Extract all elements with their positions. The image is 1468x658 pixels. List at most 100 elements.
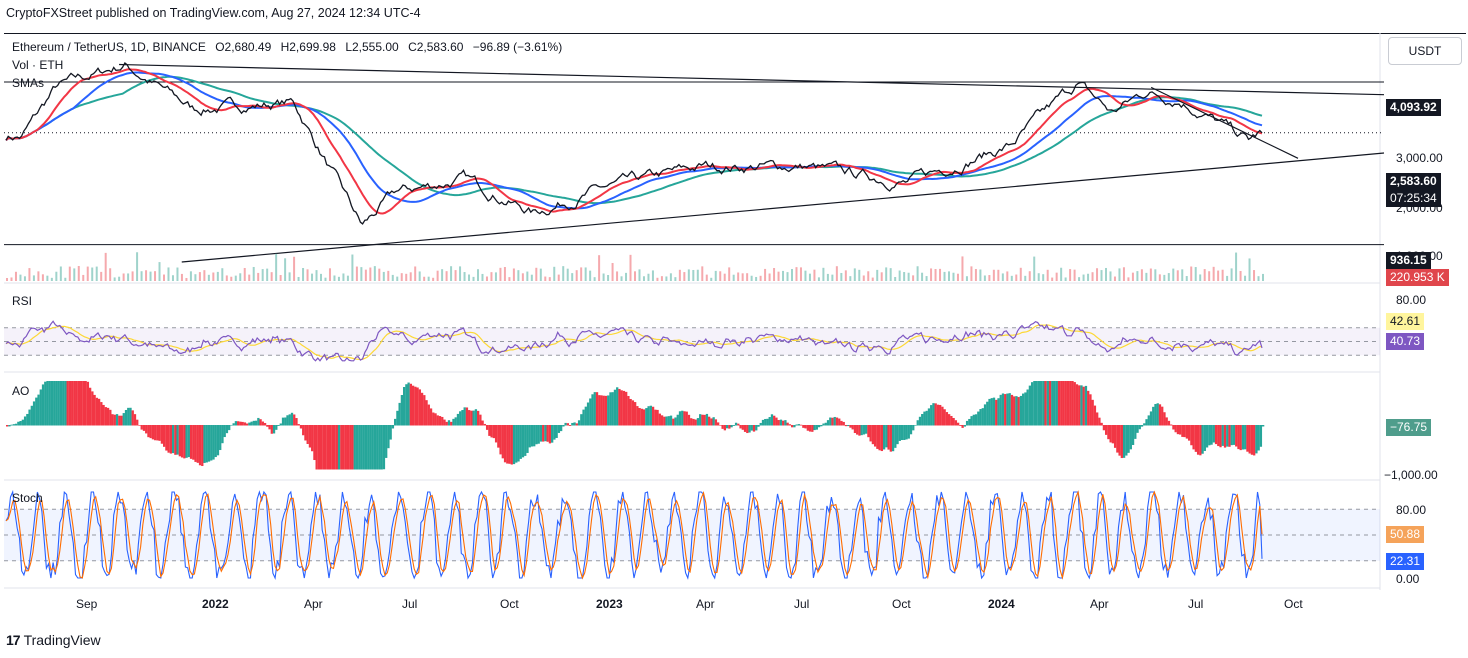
volume-bar <box>647 273 650 281</box>
ao-bar <box>692 418 695 426</box>
volume-bar <box>494 272 497 281</box>
volume-bar <box>346 275 349 281</box>
volume-bar <box>261 269 264 281</box>
volume-bar <box>320 273 322 281</box>
ao-bar <box>250 421 253 426</box>
volume-bar <box>104 252 107 281</box>
ao-bar <box>1230 425 1233 446</box>
time-label-apr-2023: Apr <box>696 597 715 611</box>
ao-bar <box>1017 397 1020 426</box>
ao-bar <box>1181 425 1184 437</box>
ao-bar <box>808 425 812 432</box>
ao-bar <box>912 425 915 431</box>
volume-bar <box>876 269 879 281</box>
ao-bar <box>584 406 587 426</box>
ao-bar <box>968 418 971 426</box>
ao-bar <box>1093 405 1097 426</box>
ao-bar <box>777 420 780 426</box>
ao-bar <box>974 414 978 426</box>
volume-bar <box>113 277 116 281</box>
ao-bar <box>468 410 471 426</box>
volume-bar <box>512 268 515 281</box>
ao-bar <box>873 425 877 447</box>
ao-bar <box>1194 425 1198 452</box>
ao-bar <box>1167 420 1171 426</box>
ao-bar <box>1205 425 1209 448</box>
ao-bar <box>782 420 785 426</box>
volume-bar <box>638 269 641 281</box>
rsi-label[interactable]: RSI <box>12 294 33 308</box>
ao-bar <box>604 395 608 426</box>
volume-bar <box>930 268 933 281</box>
ao-bar <box>306 425 309 444</box>
ao-bar <box>759 422 762 426</box>
ao-bar <box>1174 425 1177 433</box>
volume-bar <box>1199 274 1202 281</box>
ao-bar <box>1008 393 1011 426</box>
ao-bar <box>817 425 821 428</box>
ao-bar <box>1172 425 1175 430</box>
ao-bar <box>649 405 652 426</box>
symbol-name[interactable]: Ethereum / TetherUS, 1D, BINANCE <box>12 40 206 54</box>
ao-bar <box>1087 390 1090 426</box>
volume-bar <box>91 267 94 281</box>
volume-bar <box>1042 274 1045 281</box>
ao-bar <box>189 425 193 459</box>
ao-bar <box>972 414 975 426</box>
ao-bar <box>712 417 715 426</box>
ao-bar <box>371 425 374 470</box>
ao-bar <box>281 417 285 426</box>
ao-bar <box>1145 419 1148 426</box>
ao-bar <box>705 413 709 426</box>
sma-legend[interactable]: SMAs <box>12 76 45 90</box>
volume-bar <box>396 276 399 281</box>
tradingview-brand[interactable]: 17 TradingView <box>6 632 101 648</box>
volume-bar <box>593 277 596 281</box>
ao-bar <box>196 425 199 463</box>
ao-bar <box>425 400 428 426</box>
ao-bar <box>145 425 148 434</box>
ao-bar <box>903 425 906 440</box>
ao-bar <box>277 425 280 426</box>
ao-bar <box>203 425 206 463</box>
ao-bar <box>1239 425 1242 451</box>
volume-bar <box>880 272 883 281</box>
volume-bar <box>674 277 677 281</box>
volume-bar <box>620 276 623 281</box>
volume-bar <box>773 268 776 281</box>
ao-bar <box>869 425 872 442</box>
volume-bar <box>418 271 421 281</box>
ao-bar <box>618 388 621 426</box>
ao-bar <box>1190 425 1193 446</box>
currency-button[interactable]: USDT <box>1388 37 1462 65</box>
ao-bar <box>1064 381 1067 426</box>
ao-bar <box>362 425 365 470</box>
ao-bar <box>708 416 711 426</box>
ao-bar <box>35 397 38 426</box>
volume-bar <box>221 268 224 281</box>
ao-bar <box>734 422 738 426</box>
volume-bar <box>1262 273 1264 281</box>
volume-bar <box>293 256 296 281</box>
ao-bar <box>829 417 832 426</box>
ao-bar <box>577 420 581 426</box>
ao-bar <box>459 411 462 426</box>
volume-bar <box>777 271 780 281</box>
volume-bar <box>1190 266 1193 281</box>
ao-bar <box>548 425 552 444</box>
volume-legend[interactable]: Vol · ETH <box>12 58 64 72</box>
stoch-label[interactable]: Stoch <box>12 491 43 505</box>
ao-bar <box>254 420 258 426</box>
ao-bar <box>1022 393 1025 426</box>
volume-bar <box>965 276 968 281</box>
stoch-k-value-label: 50.88 <box>1386 526 1425 543</box>
ao-bar <box>896 425 899 445</box>
time-label-oct-2022: Oct <box>500 597 519 611</box>
volume-bar <box>145 270 148 281</box>
volume-bar <box>526 271 529 281</box>
ao-bar <box>221 425 224 444</box>
ao-label[interactable]: AO <box>12 384 30 398</box>
ao-bar <box>761 419 765 426</box>
ao-bar <box>616 387 619 426</box>
